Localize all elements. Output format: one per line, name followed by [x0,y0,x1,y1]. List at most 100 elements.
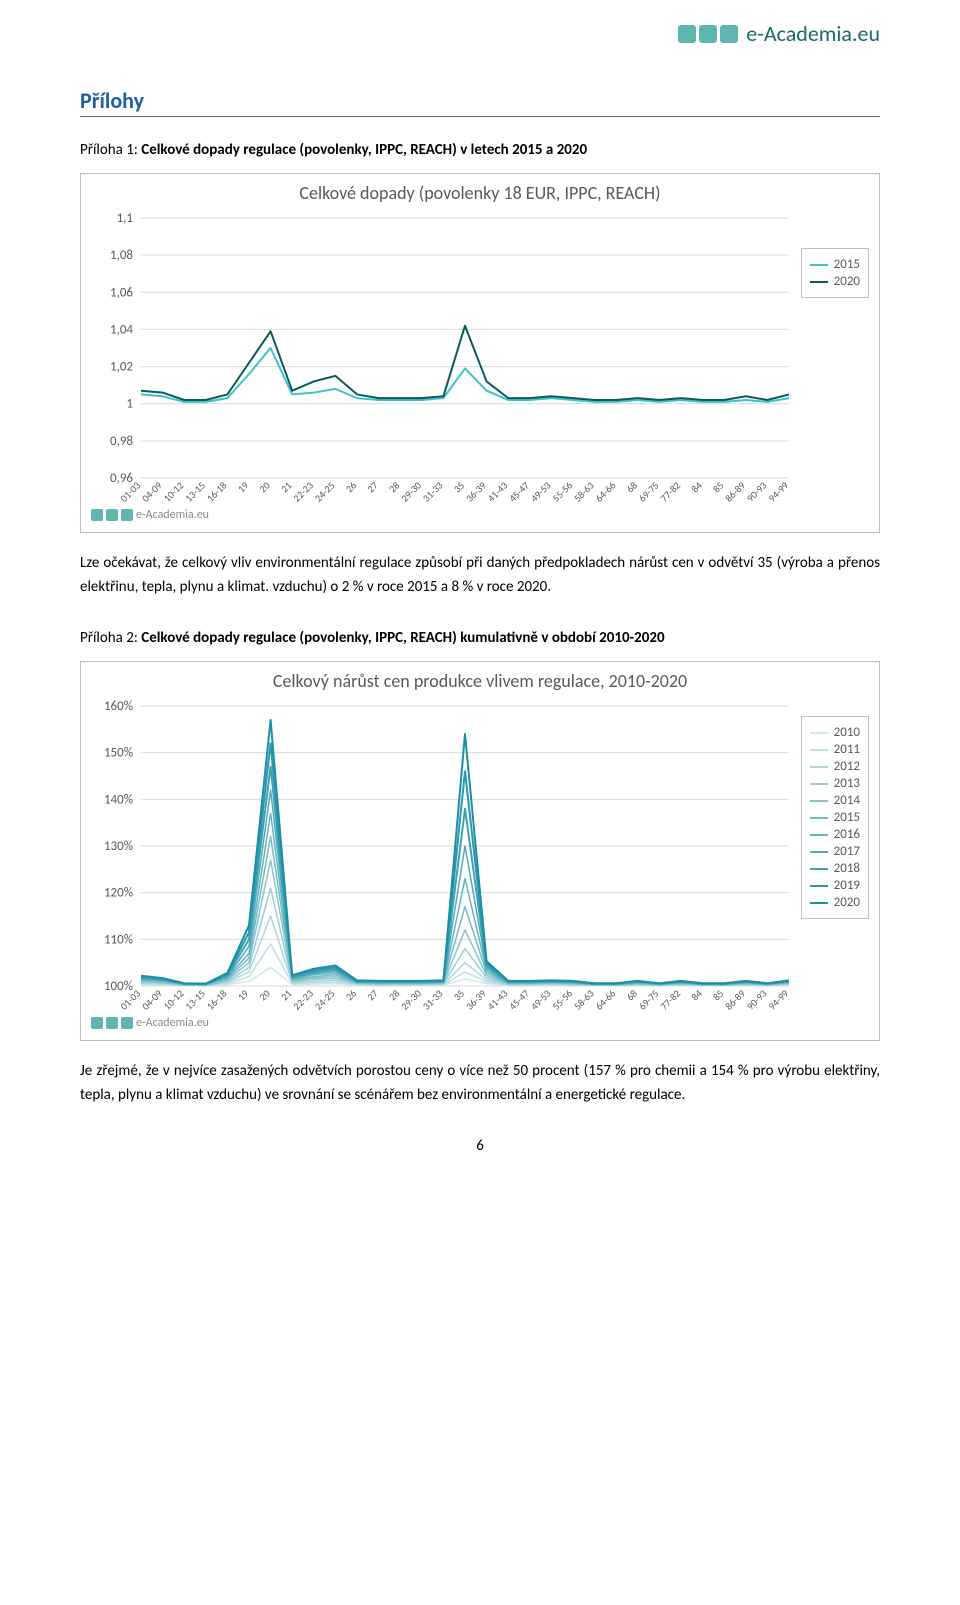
attachment2-title: Příloha 2: Celkové dopady regulace (povo… [80,629,880,647]
legend-row: 2013 [810,776,860,791]
chart2-title: Celkový nárůst cen produkce vlivem regul… [81,662,879,696]
section-title: Přílohy [80,87,880,117]
svg-text:41-43: 41-43 [485,987,511,1013]
chart-footer-text: e-Academia.eu [136,508,209,522]
legend-swatch [810,885,828,887]
svg-text:58-63: 58-63 [571,987,597,1013]
svg-text:19: 19 [235,479,251,495]
svg-text:1,04: 1,04 [110,322,133,337]
legend-swatch [810,868,828,870]
svg-text:20: 20 [256,987,272,1003]
legend-swatch [810,281,828,283]
attachment2-caption: Je zřejmé, že v nejvíce zasažených odvět… [80,1059,880,1107]
svg-text:69-75: 69-75 [636,987,662,1013]
legend-swatch [810,732,828,734]
svg-text:120%: 120% [104,886,133,901]
chart-footer-text: e-Academia.eu [136,1016,209,1030]
legend-label: 2014 [834,793,860,808]
legend-label: 2017 [834,844,860,859]
svg-text:13-15: 13-15 [182,987,208,1013]
svg-text:64-66: 64-66 [593,479,619,505]
legend-label: 2015 [834,257,860,272]
svg-text:110%: 110% [104,932,133,947]
brand-square [720,25,738,43]
chart2: Celkový nárůst cen produkce vlivem regul… [80,661,880,1041]
svg-text:140%: 140% [104,792,133,807]
svg-text:36-39: 36-39 [463,479,489,505]
svg-text:0,98: 0,98 [110,434,133,449]
legend-label: 2020 [834,895,860,910]
chart-footer-brand: e-Academia.eu [91,508,209,522]
svg-text:77-82: 77-82 [657,987,683,1013]
chart-legend: 2015 2020 [801,248,869,298]
legend-swatch [810,834,828,836]
legend-swatch [810,264,828,266]
legend-row: 2010 [810,725,860,740]
brand-square-small [91,1017,103,1029]
attachment1-title: Příloha 1: Celkové dopady regulace (povo… [80,141,880,159]
svg-text:10-12: 10-12 [161,479,187,505]
brand-square-small [106,1017,118,1029]
svg-text:49-53: 49-53 [528,987,554,1013]
page-header: e-Academia.eu [80,20,880,47]
attachment1-prefix: Příloha 1: [80,141,141,159]
legend-row: 2020 [810,274,860,289]
brand-name: e-Academia.eu [746,20,880,47]
legend-swatch [810,817,828,819]
svg-text:1,08: 1,08 [110,248,133,263]
svg-text:31-33: 31-33 [420,479,446,505]
svg-text:86-89: 86-89 [722,479,748,505]
svg-text:94-99: 94-99 [765,987,791,1013]
legend-swatch [810,800,828,802]
svg-text:45-47: 45-47 [506,987,532,1013]
svg-text:90-93: 90-93 [744,987,770,1013]
svg-text:1,06: 1,06 [110,285,133,300]
legend-row: 2018 [810,861,860,876]
legend-row: 2012 [810,759,860,774]
svg-text:64-66: 64-66 [593,987,619,1013]
svg-text:86-89: 86-89 [722,987,748,1013]
svg-text:1,02: 1,02 [110,360,133,375]
svg-text:84: 84 [688,987,704,1003]
brand-square [678,25,696,43]
legend-label: 2012 [834,759,860,774]
svg-text:31-33: 31-33 [420,987,446,1013]
svg-text:29-30: 29-30 [398,987,424,1013]
svg-text:26: 26 [343,987,359,1003]
svg-text:49-53: 49-53 [528,479,554,505]
svg-text:130%: 130% [104,839,133,854]
attachment1-caption: Lze očekávat, že celkový vliv environmen… [80,551,880,599]
svg-text:69-75: 69-75 [636,479,662,505]
legend-row: 2019 [810,878,860,893]
legend-label: 2015 [834,810,860,825]
legend-swatch [810,851,828,853]
legend-swatch [810,902,828,904]
legend-label: 2010 [834,725,860,740]
chart-legend: 2010 2011 2012 2013 2014 2015 2016 2017 2018 2019… [801,716,869,919]
brand-square-small [121,509,133,521]
legend-label: 2018 [834,861,860,876]
svg-text:41-43: 41-43 [485,479,511,505]
legend-label: 2020 [834,274,860,289]
legend-label: 2011 [834,742,860,757]
svg-text:84: 84 [688,479,704,495]
svg-text:45-47: 45-47 [506,479,532,505]
legend-label: 2019 [834,878,860,893]
svg-text:16-18: 16-18 [204,987,230,1013]
svg-text:1: 1 [126,397,133,412]
legend-swatch [810,749,828,751]
legend-row: 2011 [810,742,860,757]
svg-text:90-93: 90-93 [744,479,770,505]
legend-label: 2016 [834,827,860,842]
brand-square-small [121,1017,133,1029]
svg-text:58-63: 58-63 [571,479,597,505]
svg-text:22-23: 22-23 [290,479,316,505]
brand-square-small [91,509,103,521]
legend-row: 2017 [810,844,860,859]
legend-swatch [810,783,828,785]
attachment2-prefix: Příloha 2: [80,629,141,647]
svg-text:22-23: 22-23 [290,987,316,1013]
svg-text:150%: 150% [104,746,133,761]
svg-text:26: 26 [343,479,359,495]
legend-row: 2020 [810,895,860,910]
